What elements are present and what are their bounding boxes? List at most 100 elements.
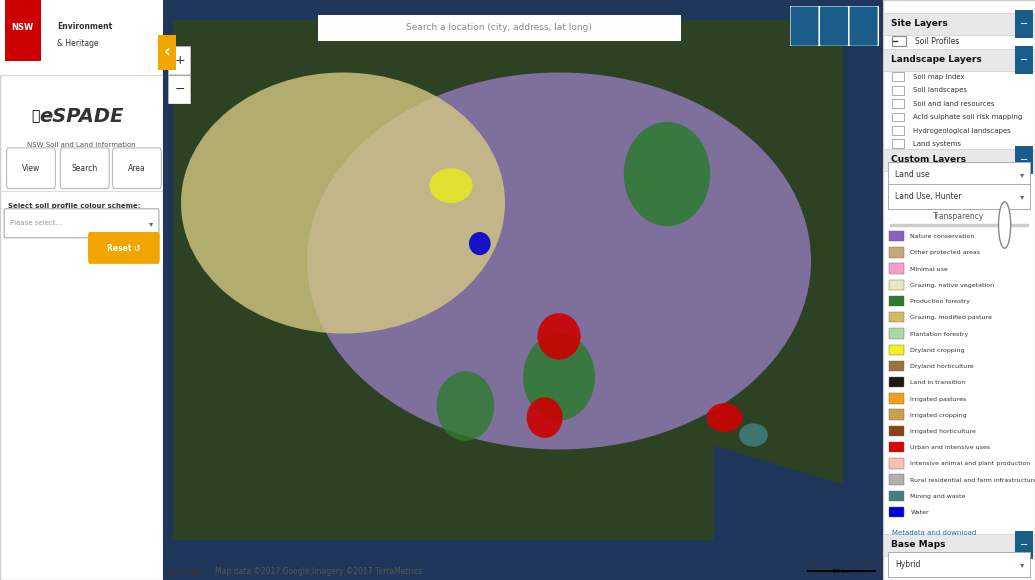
Bar [889,377,905,387]
Text: Hybrid: Hybrid [895,560,921,569]
Text: Please select...: Please select... [9,220,62,226]
Text: Minimal use: Minimal use [911,267,948,271]
FancyBboxPatch shape [1015,531,1034,559]
FancyBboxPatch shape [1015,46,1034,74]
FancyBboxPatch shape [300,13,699,42]
FancyBboxPatch shape [60,148,110,188]
Text: Production forestry: Production forestry [911,299,971,304]
Text: Reset ↺: Reset ↺ [108,244,141,253]
FancyBboxPatch shape [1015,146,1034,174]
Bar [889,231,905,241]
Bar [883,49,1035,71]
FancyBboxPatch shape [790,6,820,46]
Text: Acid sulphate soil risk mapping: Acid sulphate soil risk mapping [914,114,1023,120]
Bar [889,361,905,371]
Text: View: View [22,164,40,173]
Bar [5,0,40,61]
FancyBboxPatch shape [6,148,56,188]
FancyBboxPatch shape [168,46,190,75]
Text: ▾: ▾ [1021,170,1025,179]
Text: Mining and waste: Mining and waste [911,494,966,499]
Text: Site Layers: Site Layers [890,19,947,28]
Text: Area: Area [128,164,146,173]
Text: Search a location (city, address, lat long): Search a location (city, address, lat lo… [407,23,592,32]
Text: Transparency: Transparency [934,212,984,221]
Text: −: − [174,84,185,96]
Text: Custom Layers: Custom Layers [890,155,966,164]
Text: Water: Water [911,510,929,515]
Text: 20 km: 20 km [833,570,851,574]
Text: Land systems: Land systems [914,141,962,147]
Bar [889,507,905,517]
Text: Soil landscapes: Soil landscapes [914,88,968,93]
Text: Grazing, modified pasture: Grazing, modified pasture [911,316,993,320]
Bar [889,263,905,274]
FancyBboxPatch shape [168,75,190,104]
Bar [883,149,1035,171]
FancyBboxPatch shape [820,6,849,46]
Text: Grazing, native vegetation: Grazing, native vegetation [911,283,995,288]
Text: Map data ©2017 Google Imagery ©2017 TerraMetrics: Map data ©2017 Google Imagery ©2017 Terr… [214,567,422,576]
Bar [889,393,905,404]
Text: Select soil profile colour scheme:: Select soil profile colour scheme: [8,203,141,209]
Circle shape [999,202,1011,248]
Text: Soil and land resources: Soil and land resources [914,101,995,107]
Text: ▾: ▾ [1021,192,1025,201]
Circle shape [707,403,742,432]
Text: Approx. scale 1:18,489,296: Approx. scale 1:18,489,296 [804,561,880,566]
Ellipse shape [430,168,473,203]
Bar [892,139,905,148]
Text: Base Maps: Base Maps [890,540,945,549]
Bar [889,296,905,306]
Bar [889,345,905,355]
Text: Land Use, Hunter: Land Use, Hunter [895,192,962,201]
Ellipse shape [537,313,581,360]
Bar [892,86,905,95]
FancyBboxPatch shape [4,209,159,238]
Text: +: + [174,55,185,67]
Text: Urban and intensive uses: Urban and intensive uses [911,445,990,450]
FancyBboxPatch shape [113,148,161,188]
Text: ‹: ‹ [164,43,171,61]
Text: Irrigated horticulture: Irrigated horticulture [911,429,976,434]
Text: 🔧: 🔧 [32,109,40,123]
Text: NSW Soil and Land Information: NSW Soil and Land Information [27,142,136,148]
Bar [889,426,905,436]
Bar [892,36,906,46]
Text: −: − [1021,540,1029,550]
Ellipse shape [469,232,491,255]
Text: Land use: Land use [895,170,929,179]
Bar [0,0,162,75]
FancyBboxPatch shape [88,232,159,264]
Text: Rural residential and farm infrastructure: Rural residential and farm infrastructur… [911,478,1035,483]
Text: Irrigated pastures: Irrigated pastures [911,397,967,401]
Text: −: − [1021,155,1029,165]
Bar [892,99,905,108]
Text: Metadata and download: Metadata and download [892,530,976,536]
Text: ▾: ▾ [1021,560,1025,569]
Text: Environment: Environment [57,21,113,31]
Text: Other protected areas: Other protected areas [911,251,980,255]
Ellipse shape [437,371,494,441]
FancyBboxPatch shape [888,184,1030,209]
FancyBboxPatch shape [849,6,879,46]
Text: Soil Profiles: Soil Profiles [915,37,959,46]
Text: & Heritage: & Heritage [57,39,98,48]
Bar [892,113,905,121]
Text: Soil map index: Soil map index [914,74,965,80]
Bar [889,442,905,452]
FancyBboxPatch shape [888,162,1030,187]
Bar [889,312,905,322]
Text: Plantation forestry: Plantation forestry [911,332,969,336]
FancyBboxPatch shape [1015,10,1034,38]
Ellipse shape [181,72,505,334]
Ellipse shape [523,334,595,420]
Text: Dryland horticulture: Dryland horticulture [911,364,974,369]
Text: Nature conservation: Nature conservation [911,234,975,239]
Text: −: − [1021,55,1029,65]
Text: ▾: ▾ [149,219,153,228]
Bar [889,280,905,290]
Bar [883,534,1035,556]
Bar [889,328,905,339]
Text: eSPADE: eSPADE [39,107,124,125]
